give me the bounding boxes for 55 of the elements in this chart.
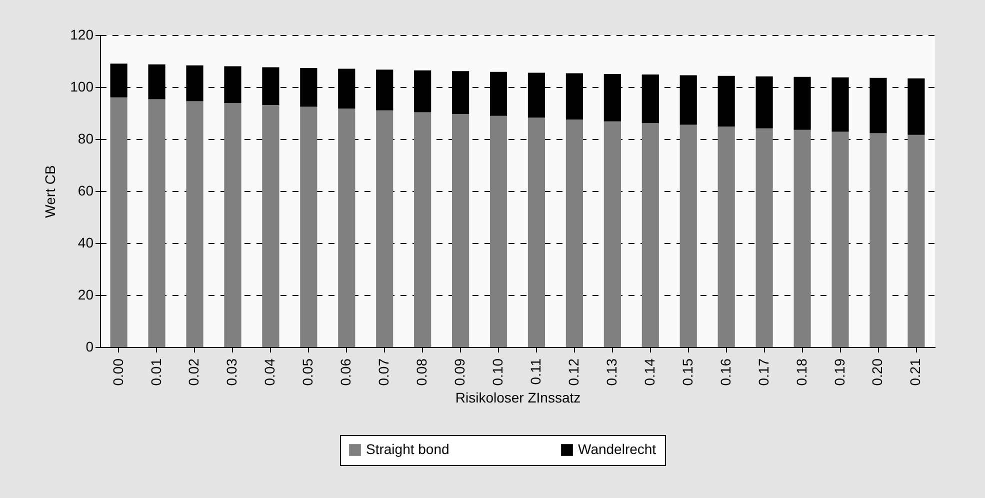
x-tick-label: 0.01 xyxy=(148,358,164,386)
x-tick-label: 0.05 xyxy=(300,358,316,386)
y-tick-label: 0 xyxy=(86,338,94,354)
legend-label: Straight bond xyxy=(366,441,450,457)
x-tick-label: 0.17 xyxy=(755,358,772,386)
x-tick-label: 0.14 xyxy=(641,358,658,386)
x-tick-label: 0.10 xyxy=(490,358,506,386)
x-axis-title: Risikoloser ZInssatz xyxy=(455,390,581,406)
bar xyxy=(376,110,394,347)
bar xyxy=(566,120,583,347)
legend-label: Wandelrecht xyxy=(578,441,656,457)
y-tick-label: 40 xyxy=(78,234,94,250)
bar xyxy=(224,103,242,347)
bar xyxy=(528,118,546,347)
x-tick-label: 0.21 xyxy=(907,358,924,386)
bar xyxy=(148,99,166,347)
bar xyxy=(908,134,925,347)
x-tick-label: 0.09 xyxy=(452,358,468,386)
bar xyxy=(870,133,887,347)
x-tick-label: 0.20 xyxy=(869,358,886,386)
x-tick-label: 0.00 xyxy=(110,358,126,386)
y-axis-title: Wert CB xyxy=(42,165,58,218)
x-tick-label: 0.04 xyxy=(262,358,278,386)
bar xyxy=(604,121,621,347)
x-tick-label: 0.18 xyxy=(793,358,810,386)
y-tick-label: 100 xyxy=(70,78,94,94)
x-tick-label: 0.15 xyxy=(679,358,696,386)
y-tick-label: 60 xyxy=(78,182,94,198)
bar xyxy=(186,101,204,347)
bar xyxy=(262,104,280,347)
bar xyxy=(794,130,811,347)
bar xyxy=(756,128,773,347)
x-tick-label: 0.12 xyxy=(565,358,582,386)
x-tick-label: 0.03 xyxy=(224,358,240,386)
x-tick-label: 0.06 xyxy=(338,358,354,386)
x-tick-label: 0.02 xyxy=(186,358,202,386)
y-tick-label: 20 xyxy=(78,286,94,302)
bar xyxy=(110,97,128,347)
x-tick-label: 0.13 xyxy=(603,358,620,386)
x-tick-label: 0.16 xyxy=(717,358,734,386)
y-tick-label: 120 xyxy=(70,26,94,42)
bar xyxy=(452,114,470,347)
bar xyxy=(300,106,318,347)
bar xyxy=(832,132,849,347)
x-tick-label: 0.19 xyxy=(831,358,848,386)
bar xyxy=(338,108,356,347)
y-tick-label: 80 xyxy=(78,130,94,146)
x-tick-label: 0.08 xyxy=(414,358,430,386)
bar xyxy=(718,126,735,347)
bar xyxy=(414,112,432,347)
bar xyxy=(642,123,659,347)
bar xyxy=(680,124,697,347)
bar xyxy=(490,116,508,347)
x-tick-label: 0.11 xyxy=(527,358,544,385)
x-tick-label: 0.07 xyxy=(376,358,392,386)
